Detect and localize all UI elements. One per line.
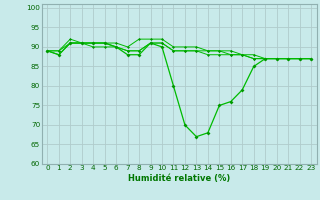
X-axis label: Humidité relative (%): Humidité relative (%)	[128, 174, 230, 183]
